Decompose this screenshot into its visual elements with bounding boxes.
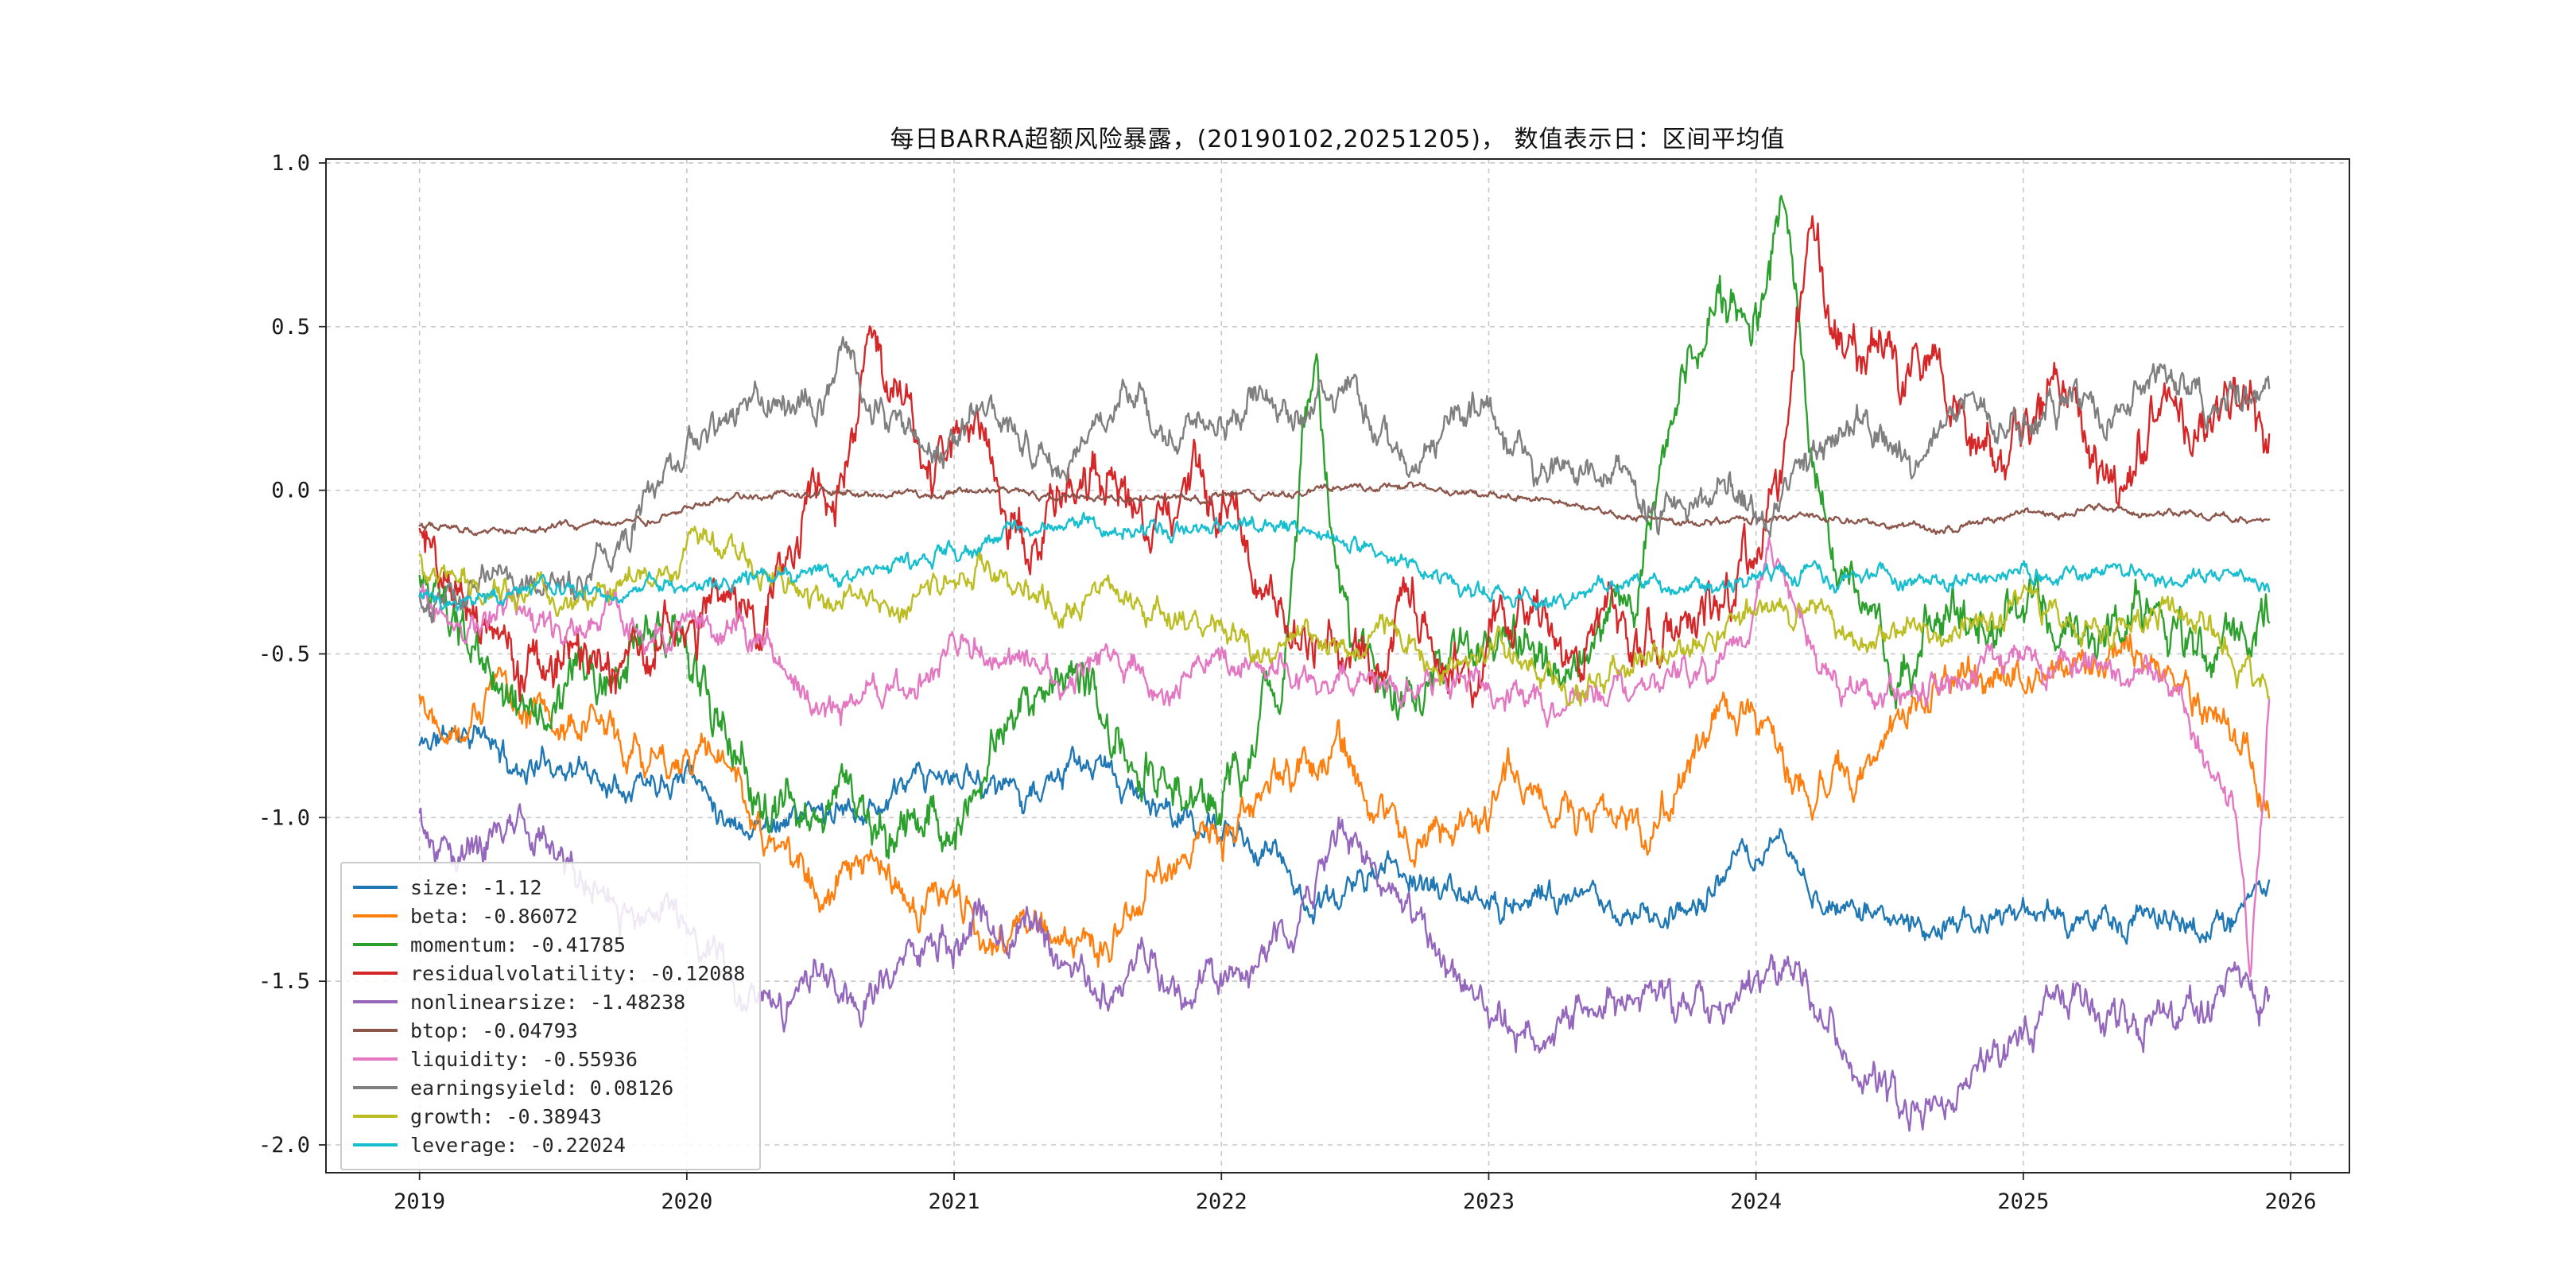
x-tick-label: 2020: [661, 1189, 712, 1214]
legend-line-swatch: [353, 1115, 398, 1118]
legend-label: growth: -0.38943: [410, 1104, 602, 1128]
legend-label: momentum: -0.41785: [410, 933, 626, 956]
x-tick-label: 2024: [1730, 1189, 1782, 1214]
series-line-leverage: [418, 511, 2271, 612]
legend-label: residualvolatility: -0.12088: [410, 961, 746, 985]
x-tick-label: 2025: [1997, 1189, 2049, 1214]
legend-label: nonlinearsize: -1.48238: [410, 990, 686, 1014]
legend-item-leverage: leverage: -0.22024: [353, 1131, 745, 1159]
y-tick-label: 0.0: [271, 479, 310, 503]
y-tick-label: -1.5: [258, 969, 310, 994]
chart-title: 每日BARRA超额风险暴露，(20190102,20251205)， 数值表示日…: [890, 126, 1786, 153]
y-tick-label: -2.0: [258, 1133, 310, 1158]
legend-line-swatch: [353, 1086, 398, 1089]
legend-label: liquidity: -0.55936: [410, 1047, 638, 1071]
series-line-btop: [418, 481, 2271, 537]
legend-label: leverage: -0.22024: [410, 1133, 626, 1157]
legend-line-swatch: [353, 1029, 398, 1032]
series-line-momentum: [418, 195, 2271, 859]
x-tick-label: 2021: [929, 1189, 980, 1214]
legend-line-swatch: [353, 972, 398, 975]
legend-item-residualvolatility: residualvolatility: -0.12088: [353, 959, 745, 987]
y-tick-label: -0.5: [258, 642, 310, 666]
legend-line-swatch: [353, 1057, 398, 1061]
legend-label: earningsyield: 0.08126: [410, 1076, 674, 1100]
legend-line-swatch: [353, 914, 398, 918]
plot-frame: [325, 158, 2350, 1174]
legend-label: size: -1.12: [410, 875, 542, 899]
y-tick-label: 1.0: [271, 151, 310, 176]
series-group: [418, 195, 2271, 1132]
legend-item-btop: btop: -0.04793: [353, 1016, 745, 1045]
legend-item-growth: growth: -0.38943: [353, 1102, 745, 1131]
series-line-liquidity: [418, 537, 2271, 978]
legend-item-liquidity: liquidity: -0.55936: [353, 1045, 745, 1073]
legend-item-earningsyield: earningsyield: 0.08126: [353, 1073, 745, 1102]
legend-label: beta: -0.86072: [410, 904, 578, 928]
x-tick-label: 2022: [1196, 1189, 1247, 1214]
legend-item-size: size: -1.12: [353, 873, 745, 902]
legend-item-momentum: momentum: -0.41785: [353, 930, 745, 959]
x-tick-label: 2019: [394, 1189, 445, 1214]
legend-line-swatch: [353, 1000, 398, 1003]
x-tick-label: 2023: [1463, 1189, 1515, 1214]
legend-line-swatch: [353, 1143, 398, 1146]
series-line-earningsyield: [418, 336, 2271, 624]
series-line-beta: [418, 633, 2271, 968]
series-line-size: [418, 724, 2271, 945]
axis-ticks: 2019 2020 2021 2022 2023 2024 2025 2026 1.0 0.5 0.…: [258, 151, 2317, 1214]
legend-line-swatch: [353, 886, 398, 889]
y-tick-label: -1.0: [258, 805, 310, 830]
y-tick-label: 0.5: [271, 315, 310, 339]
legend-label: btop: -0.04793: [410, 1018, 578, 1042]
series-line-growth: [418, 526, 2271, 707]
chart-legend: size: -1.12 beta: -0.86072 momentum: -0.41…: [340, 862, 762, 1170]
legend-line-swatch: [353, 943, 398, 946]
legend-item-beta: beta: -0.86072: [353, 902, 745, 930]
legend-item-nonlinearsize: nonlinearsize: -1.48238: [353, 987, 745, 1016]
x-tick-label: 2026: [2265, 1189, 2317, 1214]
